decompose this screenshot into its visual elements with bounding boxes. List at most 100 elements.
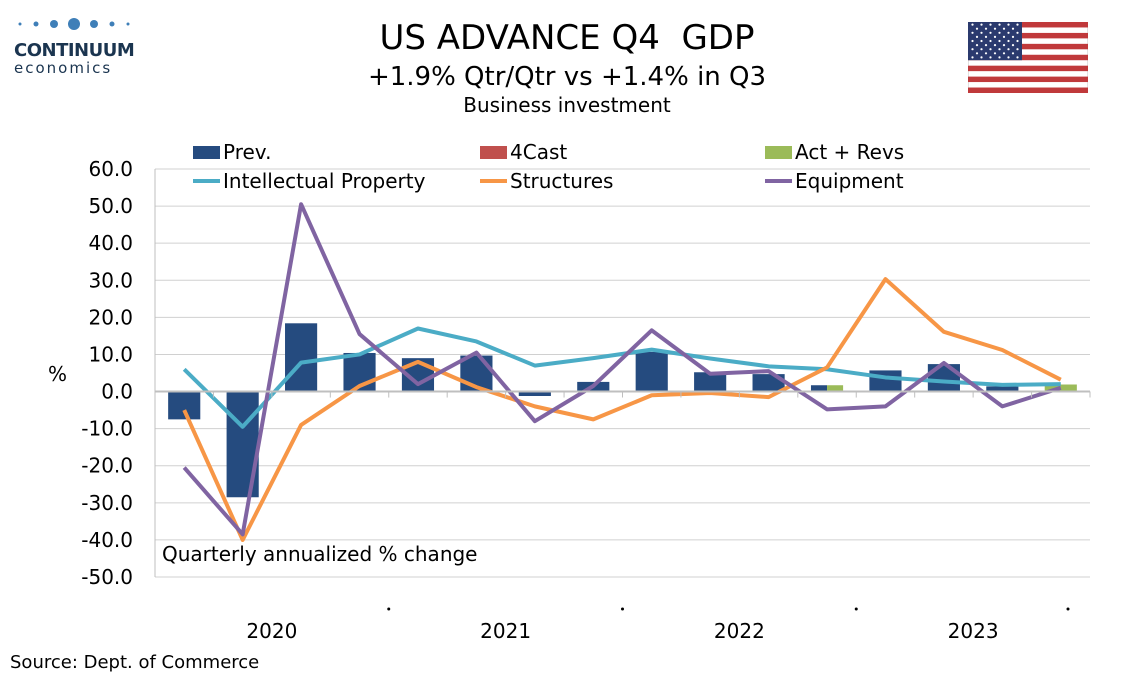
flag-star [1016,23,1019,26]
x-tick-label: 2020 [246,619,297,643]
brand-sub: economics [14,59,113,77]
flag-star [971,48,974,51]
bar-prev- [285,323,318,392]
bar-prev- [635,351,668,392]
y-tick-label: -50.0 [81,565,133,589]
flag-star [971,23,974,26]
legend-label: Equipment [795,169,904,193]
flag-star [1007,31,1010,34]
line-structures [182,277,1062,542]
chart-annotation: Quarterly annualized % change [162,542,478,566]
flag-star [989,31,992,34]
flag-star [1011,44,1015,47]
flag-star [1016,31,1019,34]
flag-star [1011,52,1015,55]
bar-prev- [168,391,201,420]
year-separator [621,607,624,611]
bar-prev- [518,391,551,396]
flag-star [993,35,997,38]
flag-star [993,44,997,47]
flag-star [1002,52,1006,55]
flag-star [998,39,1001,43]
flag-star [975,44,979,47]
bar-act-revs [827,385,844,392]
bar-prev- [810,385,828,392]
flag-star [980,48,983,51]
y-tick-label: 30.0 [88,268,133,292]
legend-label: Prev. [223,140,271,164]
flag-star [975,35,979,38]
x-tick-label: 2021 [480,619,531,643]
x-axis: 2020 2021 2022 2023 [154,390,1091,643]
flag-star [975,27,979,30]
chart-title: US ADVANCE Q4 GDP [379,18,755,58]
flag-star [998,48,1001,51]
legend-swatch [765,146,792,159]
y-tick-label: 10.0 [88,342,133,366]
flag-star [975,52,979,55]
y-tick-label: 60.0 [88,157,133,181]
flag-star [1007,23,1010,26]
line-layer [182,202,1062,542]
y-tick-label: -40.0 [81,528,133,552]
y-axis-label: % [48,362,67,386]
legend-swatch [193,146,220,159]
flag-star [984,27,988,30]
flag-star [998,23,1001,26]
year-separator [854,607,858,611]
flag-star [998,31,1001,34]
flag-star [1011,27,1015,30]
y-tick-label: -20.0 [81,454,133,478]
brand-name: CONTINUUM [14,40,135,61]
legend-swatch [480,146,507,159]
flag-star [1011,35,1015,38]
x-tick-label: 2022 [714,619,765,643]
flag-star [971,31,974,34]
flag-star [971,56,974,59]
flag-star [989,23,992,26]
bar-prev- [986,386,1019,392]
y-tick-label: 40.0 [88,231,133,255]
year-separator [387,607,391,611]
y-tick-label: 0.0 [101,380,133,404]
y-tick-label: -30.0 [81,491,133,515]
y-tick-label: 50.0 [88,194,133,218]
flag-star [1016,39,1019,43]
line-equipment [182,202,1062,537]
chart-subtitle-2: Business investment [463,93,671,117]
y-tick-label: 20.0 [88,305,133,329]
flag-star [980,23,983,26]
flag-star [1002,35,1006,38]
legend: Prev. 4Cast Act + Revs Intellectual Propert… [193,140,904,193]
x-tick-label: 2023 [948,619,999,643]
y-axis: 60.0 50.0 40.0 30.0 20.0 10.0 0.0 -10.0 -20.0 -30… [81,157,156,589]
flag-star [984,52,988,55]
flag-star [1002,27,1006,30]
flag-star [993,52,997,55]
flag-star [980,39,983,43]
legend-label: Structures [510,169,613,193]
bar-layer [168,323,1077,498]
year-separator [1066,607,1070,611]
legend-label: Intellectual Property [223,169,426,193]
grid-lines [155,168,1090,578]
flag-star [984,35,988,38]
bar-prev- [869,370,902,392]
flag-star [1007,39,1010,43]
chart-subtitle: +1.9% Qtr/Qtr vs +1.4% in Q3 [367,62,767,92]
logo-dots-icon [18,18,130,30]
flag-star [1007,48,1010,51]
flag-star [971,39,974,43]
flag-star [1002,44,1006,47]
flag-star [989,56,992,59]
flag-star [1007,56,1010,59]
flag-star [1016,56,1019,59]
flag-star [993,27,997,30]
flag-star [980,31,983,34]
legend-label: Act + Revs [795,140,904,164]
flag-star [989,39,992,43]
legend-label: 4Cast [510,140,567,164]
flag-star [980,56,983,59]
y-tick-label: -10.0 [81,417,133,441]
